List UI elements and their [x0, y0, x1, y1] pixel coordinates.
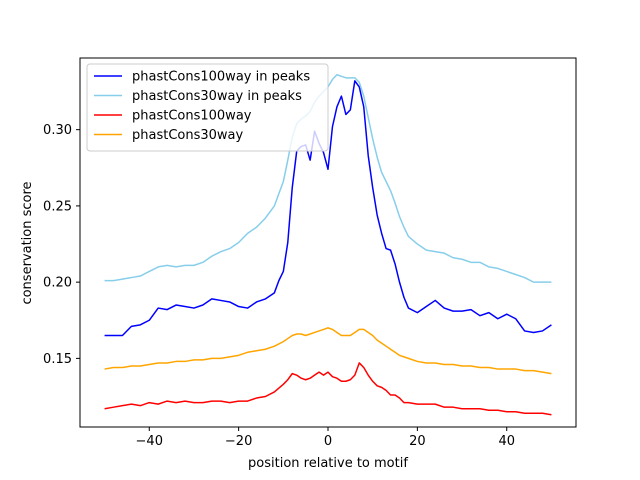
x-tick-label: 40: [498, 434, 515, 449]
legend-label: phastCons100way in peaks: [132, 70, 310, 85]
y-tick-label: 0.15: [43, 352, 72, 367]
legend-label: phastCons30way in peaks: [132, 89, 302, 104]
y-axis: 0.15 0.20 0.25 0.30: [43, 123, 80, 367]
y-tick-label: 0.30: [43, 123, 72, 138]
x-tick-label: −20: [225, 434, 252, 449]
legend: phastCons100way in peaks phastCons30way i…: [86, 63, 329, 152]
plot-lines: [104, 74, 552, 416]
y-tick-label: 0.20: [43, 276, 72, 291]
legend-label: phastCons30way: [132, 128, 244, 143]
y-tick-label: 0.25: [43, 199, 72, 214]
series-line-3: [104, 327, 552, 375]
y-axis-label: conservation score: [20, 181, 35, 304]
legend-label: phastCons100way: [132, 109, 252, 124]
x-axis-label: position relative to motif: [248, 456, 408, 471]
series-line-0: [104, 80, 552, 337]
x-tick-label: 20: [409, 434, 426, 449]
x-axis: −40 −20 0 20 40: [136, 427, 515, 449]
series-line-1: [104, 74, 552, 283]
series-line-2: [104, 362, 552, 416]
x-tick-label: 0: [324, 434, 332, 449]
legend-frame: [86, 63, 329, 152]
x-tick-label: −40: [136, 434, 163, 449]
